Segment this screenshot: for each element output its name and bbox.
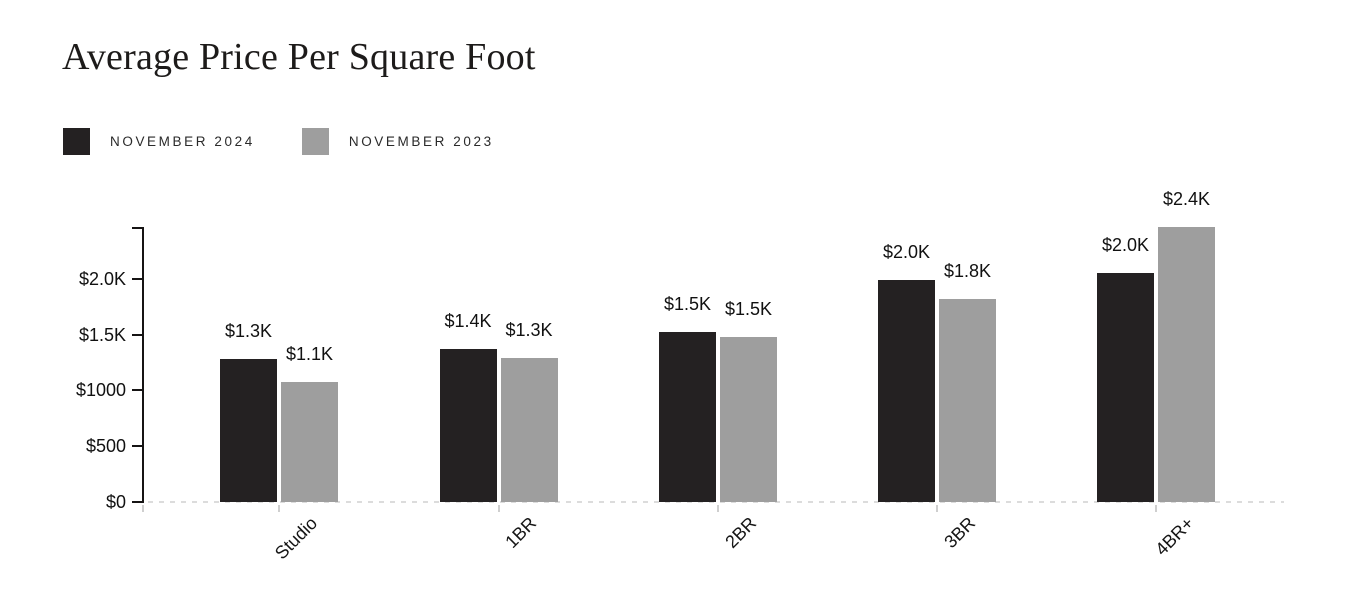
bar-value-label-november-2024-3br: $2.0K — [882, 241, 931, 262]
y-axis-tick — [132, 445, 142, 447]
legend-swatch-november-2024 — [63, 128, 90, 155]
y-axis-tick-label: $2.0K — [78, 269, 126, 289]
bar-november-2024-3br — [878, 279, 935, 502]
legend: NOVEMBER 2024 NOVEMBER 2023 — [63, 128, 494, 155]
category-label-text-3br: 3BR — [940, 513, 980, 552]
bar-november-2024-1br — [439, 349, 497, 502]
bar-value-label-november-2024-studio: $1.3K — [224, 321, 273, 342]
bar-value-label-november-2023-1br: $1.3K — [505, 320, 553, 341]
bar-value-label-november-2023-2br: $1.5K — [724, 298, 773, 319]
legend-swatch-november-2023 — [301, 128, 329, 155]
y-axis-tick — [132, 501, 142, 503]
category-tick-2br — [717, 505, 719, 512]
category-tick-studio — [278, 505, 280, 512]
y-axis-tick-label: $1.5K — [78, 325, 126, 345]
bar-value-label-november-2023-4br: $2.4K — [1162, 189, 1211, 210]
legend-label-november-2023: NOVEMBER 2023 — [348, 134, 494, 149]
y-axis-tick — [132, 389, 142, 391]
category-label-text-4br: 4BR+ — [1151, 513, 1199, 560]
bar-november-2023-3br — [939, 298, 996, 502]
bar-value-label-november-2023-studio: $1.1K — [285, 344, 334, 365]
legend-item-november-2023: NOVEMBER 2023 — [301, 128, 494, 155]
bar-november-2023-4br — [1158, 227, 1215, 502]
category-tick-4br — [1155, 505, 1157, 512]
bar-value-label-november-2024-2br: $1.5K — [663, 294, 712, 315]
bar-november-2023-1br — [500, 358, 558, 502]
bar-november-2024-studio — [220, 359, 277, 502]
bar-november-2023-studio — [281, 382, 338, 502]
x-axis-baseline — [148, 501, 1284, 503]
y-axis-tick-label: $500 — [85, 436, 126, 456]
y-axis-line — [142, 227, 144, 503]
axis-foot-minor-tick — [142, 505, 144, 512]
bar-november-2024-4br — [1097, 273, 1154, 502]
legend-label-november-2024: NOVEMBER 2024 — [110, 134, 255, 149]
category-label-text-1br: 1BR — [501, 513, 541, 552]
category-label-text-studio: Studio — [270, 513, 322, 564]
bar-value-label-november-2024-1br: $1.4K — [444, 311, 492, 332]
bar-november-2024-2br — [659, 332, 716, 502]
bar-value-label-november-2023-3br: $1.8K — [943, 260, 992, 281]
category-tick-3br — [936, 505, 938, 512]
chart-title: Average Price Per Square Foot — [62, 36, 536, 78]
y-axis-tick — [132, 278, 142, 280]
y-axis-tick-label: $0 — [105, 492, 126, 512]
y-axis-tick — [132, 334, 142, 336]
bar-value-label-november-2024-4br: $2.0K — [1101, 235, 1150, 256]
category-label-text-2br: 2BR — [721, 513, 761, 552]
y-axis-tick-label: $1000 — [75, 380, 126, 400]
y-axis-top-cap — [132, 227, 144, 229]
bar-november-2023-2br — [720, 336, 777, 502]
category-tick-1br — [497, 505, 500, 512]
legend-item-november-2024: NOVEMBER 2024 — [63, 128, 255, 155]
